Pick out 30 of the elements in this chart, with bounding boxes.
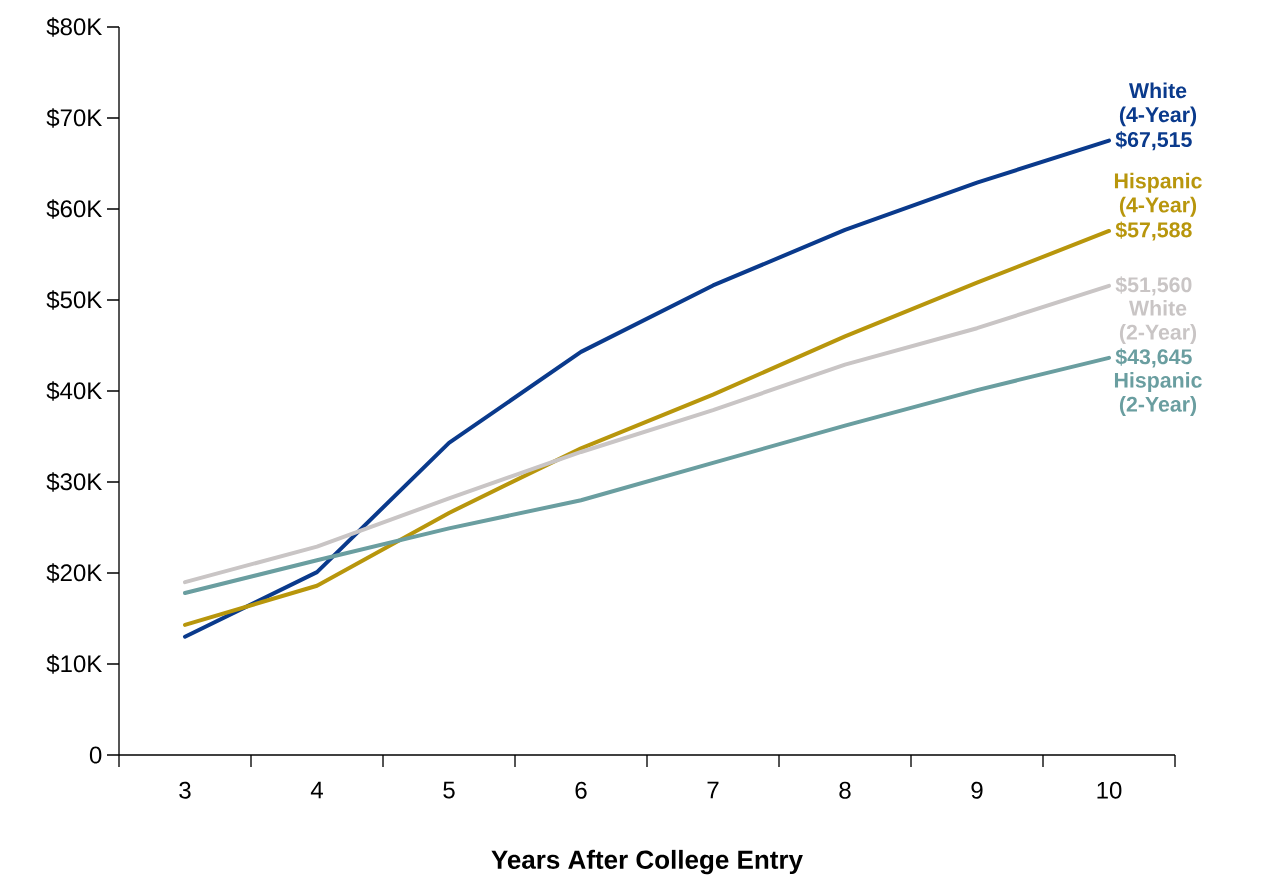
x-tick-label: 4 bbox=[310, 781, 323, 799]
x-tick-label: 8 bbox=[839, 781, 851, 799]
line-series bbox=[183, 283, 1111, 585]
data-label: $67,515 bbox=[1115, 131, 1192, 151]
x-axis-title: Years After College Entry bbox=[491, 850, 803, 875]
x-tick-label: 9 bbox=[971, 781, 983, 799]
data-label: $43,645 bbox=[1115, 348, 1192, 368]
y-tick-label: $50K bbox=[46, 290, 103, 310]
series-label: White (2-Year) bbox=[1119, 300, 1197, 345]
series-label: Hispanic (4-Year) bbox=[1114, 172, 1202, 217]
series-label: White (4-Year) bbox=[1119, 82, 1197, 127]
y-tick-label: $10K bbox=[46, 654, 103, 674]
y-tick-label: $70K bbox=[46, 108, 103, 128]
data-label: $57,588 bbox=[1115, 221, 1192, 241]
series-label: Hispanic (2-Year) bbox=[1114, 372, 1202, 417]
x-tick-label: 3 bbox=[179, 781, 191, 799]
x-tick-label: 5 bbox=[443, 781, 455, 799]
x-tick-label: 10 bbox=[1097, 781, 1122, 799]
line-series bbox=[183, 356, 1111, 596]
x-tick-label: 7 bbox=[707, 781, 719, 799]
line-series bbox=[183, 138, 1111, 639]
y-tick-label: $80K bbox=[46, 17, 103, 37]
line-series bbox=[183, 229, 1111, 628]
y-tick-label: 0 bbox=[89, 746, 102, 764]
x-tick-label: 6 bbox=[575, 781, 587, 799]
y-tick-label: $20K bbox=[46, 563, 103, 583]
y-tick-label: $40K bbox=[46, 381, 103, 401]
y-tick-label: $60K bbox=[46, 199, 103, 219]
y-tick-label: $30K bbox=[46, 472, 103, 492]
data-label: $51,560 bbox=[1115, 276, 1192, 296]
